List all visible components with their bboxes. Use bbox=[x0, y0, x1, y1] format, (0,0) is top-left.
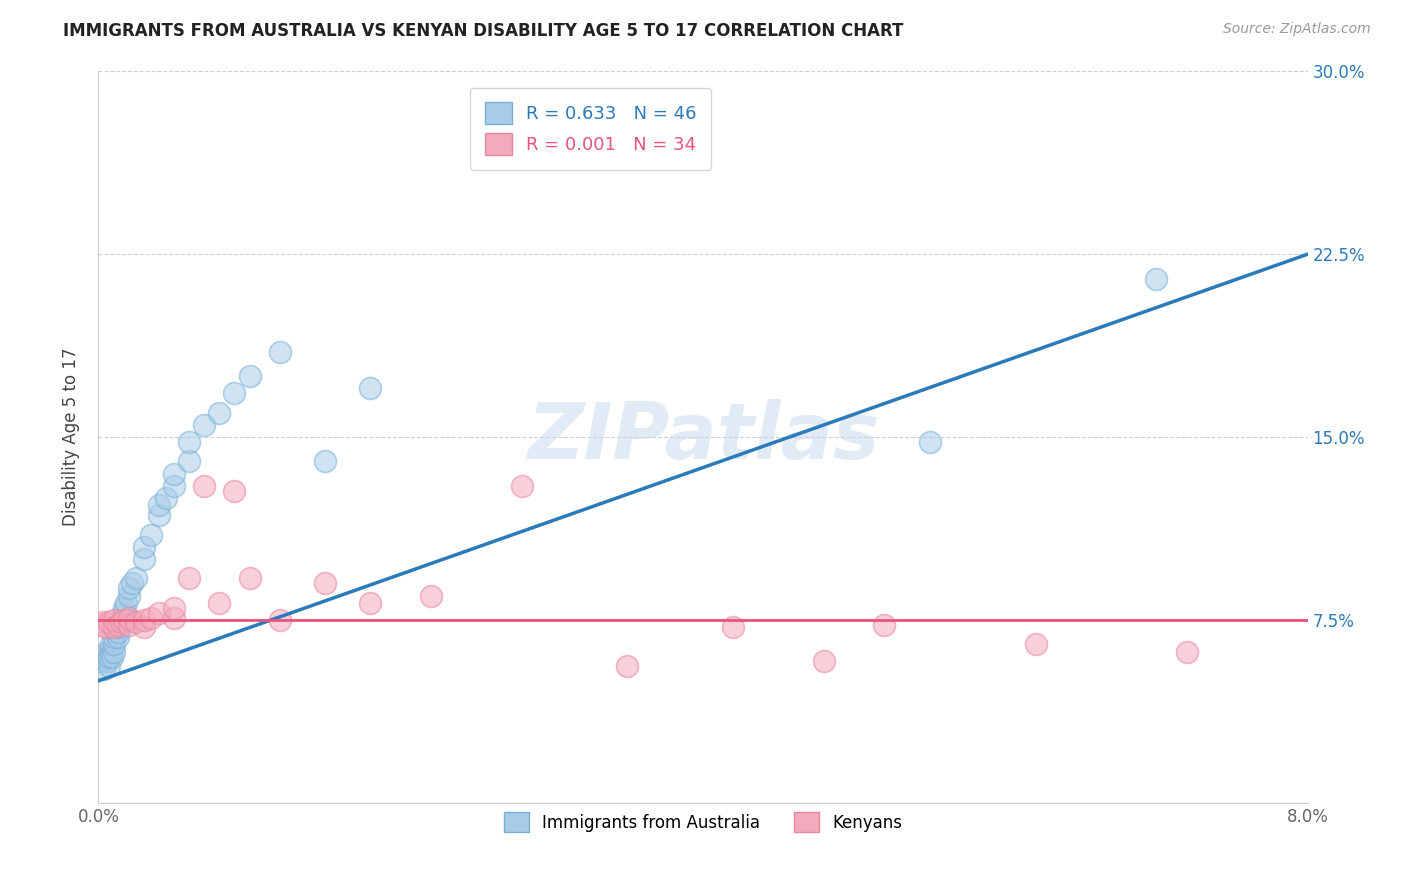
Point bbox=[224, 386, 246, 401]
Point bbox=[141, 527, 163, 541]
Point bbox=[723, 620, 745, 634]
Point bbox=[616, 659, 638, 673]
Point bbox=[1175, 645, 1198, 659]
Point bbox=[208, 406, 231, 420]
Point bbox=[360, 381, 382, 395]
Point bbox=[105, 620, 128, 634]
Point bbox=[813, 654, 835, 668]
Point bbox=[103, 637, 125, 651]
Point bbox=[420, 589, 443, 603]
Point bbox=[91, 649, 114, 664]
Point bbox=[103, 630, 125, 644]
Point bbox=[107, 625, 129, 640]
Point bbox=[1025, 637, 1047, 651]
Point bbox=[179, 434, 201, 449]
Point bbox=[132, 620, 155, 634]
Point bbox=[118, 589, 141, 603]
Point bbox=[98, 659, 121, 673]
Point bbox=[98, 649, 121, 664]
Point bbox=[239, 369, 262, 384]
Point bbox=[873, 617, 896, 632]
Point bbox=[98, 615, 121, 630]
Point bbox=[269, 613, 291, 627]
Point bbox=[111, 606, 134, 620]
Text: Source: ZipAtlas.com: Source: ZipAtlas.com bbox=[1223, 22, 1371, 37]
Point bbox=[118, 581, 141, 595]
Point bbox=[112, 613, 135, 627]
Point bbox=[193, 417, 215, 432]
Point bbox=[96, 654, 118, 668]
Point bbox=[132, 540, 155, 554]
Point bbox=[148, 499, 170, 513]
Point bbox=[239, 572, 262, 586]
Point bbox=[125, 572, 148, 586]
Text: IMMIGRANTS FROM AUSTRALIA VS KENYAN DISABILITY AGE 5 TO 17 CORRELATION CHART: IMMIGRANTS FROM AUSTRALIA VS KENYAN DISA… bbox=[63, 22, 904, 40]
Point bbox=[108, 620, 131, 634]
Point bbox=[360, 596, 382, 610]
Point bbox=[110, 615, 132, 630]
Point bbox=[155, 491, 177, 505]
Point bbox=[314, 454, 336, 468]
Point bbox=[91, 615, 114, 630]
Point bbox=[141, 610, 163, 624]
Point bbox=[94, 649, 117, 664]
Point bbox=[96, 645, 118, 659]
Point bbox=[269, 344, 291, 359]
Point bbox=[148, 606, 170, 620]
Point bbox=[163, 479, 186, 493]
Point bbox=[148, 508, 170, 522]
Point bbox=[94, 620, 117, 634]
Point bbox=[107, 630, 129, 644]
Point bbox=[132, 613, 155, 627]
Point bbox=[118, 610, 141, 624]
Point bbox=[100, 637, 122, 651]
Point bbox=[114, 596, 136, 610]
Point bbox=[224, 483, 246, 498]
Text: ZIPatlas: ZIPatlas bbox=[527, 399, 879, 475]
Point bbox=[115, 613, 138, 627]
Point bbox=[179, 454, 201, 468]
Point bbox=[90, 654, 112, 668]
Y-axis label: Disability Age 5 to 17: Disability Age 5 to 17 bbox=[62, 348, 80, 526]
Point bbox=[510, 479, 533, 493]
Point bbox=[179, 572, 201, 586]
Point bbox=[918, 434, 941, 449]
Point bbox=[314, 576, 336, 591]
Point bbox=[101, 649, 124, 664]
Point bbox=[208, 596, 231, 610]
Point bbox=[193, 479, 215, 493]
Point bbox=[93, 662, 115, 676]
Point bbox=[103, 613, 125, 627]
Point bbox=[132, 552, 155, 566]
Point bbox=[112, 600, 135, 615]
Legend: Immigrants from Australia, Kenyans: Immigrants from Australia, Kenyans bbox=[491, 798, 915, 846]
Point bbox=[163, 467, 186, 481]
Point bbox=[121, 576, 143, 591]
Point bbox=[125, 615, 148, 630]
Point bbox=[90, 617, 112, 632]
Point bbox=[163, 600, 186, 615]
Point bbox=[107, 617, 129, 632]
Point bbox=[163, 610, 186, 624]
Point bbox=[118, 617, 141, 632]
Point bbox=[110, 613, 132, 627]
Point bbox=[103, 645, 125, 659]
Point bbox=[100, 645, 122, 659]
Point bbox=[1146, 271, 1168, 285]
Point bbox=[103, 620, 125, 634]
